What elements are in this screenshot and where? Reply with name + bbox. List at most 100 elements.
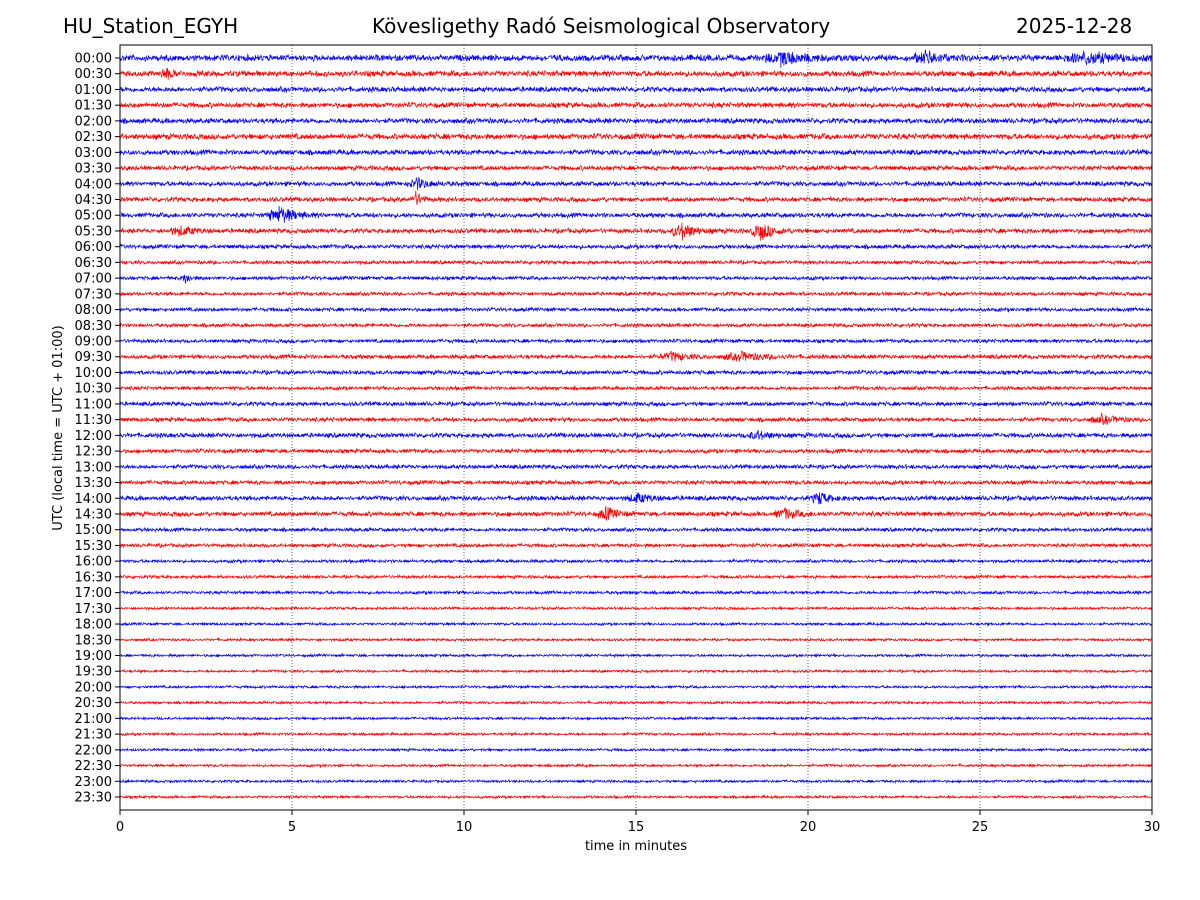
y-tick-label: 14:30 <box>75 507 112 522</box>
y-axis-label: UTC (local time = UTC + 01:00) <box>51 325 66 530</box>
trace-1430 <box>119 506 1153 521</box>
y-tick-label: 08:30 <box>75 319 112 334</box>
y-tick-label: 22:30 <box>75 759 112 774</box>
trace-1300 <box>119 463 1153 471</box>
y-tick-label: 05:00 <box>75 209 112 224</box>
y-tick-label: 11:30 <box>75 413 112 428</box>
trace-0530 <box>119 222 1153 241</box>
y-tick-label: 09:00 <box>75 335 112 350</box>
y-tick-label: 09:30 <box>75 350 112 365</box>
trace-0200 <box>119 116 1153 125</box>
trace-0800 <box>119 306 1153 313</box>
y-tick-label: 00:30 <box>75 67 112 82</box>
y-tick-label: 17:00 <box>75 586 112 601</box>
y-tick-label: 22:00 <box>75 743 112 758</box>
x-tick-label: 10 <box>456 820 473 835</box>
trace-0400 <box>119 176 1153 191</box>
trace-0630 <box>119 259 1153 266</box>
station-title: HU_Station_EGYH <box>63 14 239 38</box>
trace-0230 <box>119 132 1153 141</box>
trace-1930 <box>119 668 1153 674</box>
y-tick-label: 21:30 <box>75 728 112 743</box>
y-tick-label: 06:30 <box>75 256 112 271</box>
y-tick-label: 04:30 <box>75 193 112 208</box>
trace-1800 <box>119 621 1152 627</box>
y-tick-label: 19:00 <box>75 649 112 664</box>
y-tick-label: 18:00 <box>75 618 112 633</box>
y-tick-label: 15:00 <box>75 523 112 538</box>
trace-1030 <box>119 384 1153 392</box>
trace-2030 <box>119 699 1153 706</box>
trace-1630 <box>119 573 1153 580</box>
y-tick-label: 02:30 <box>75 130 112 145</box>
trace-1730 <box>119 605 1153 612</box>
y-tick-label: 00:00 <box>75 52 112 67</box>
trace-0900 <box>119 337 1153 345</box>
y-tick-label: 01:00 <box>75 83 112 98</box>
trace-2230 <box>119 762 1153 769</box>
x-tick-label: 5 <box>288 820 296 835</box>
y-tick-label: 16:30 <box>75 570 112 585</box>
y-tick-label: 07:30 <box>75 287 112 302</box>
y-tick-label: 17:30 <box>75 602 112 617</box>
x-tick-label: 25 <box>972 820 989 835</box>
trace-2130 <box>119 731 1153 737</box>
trace-1600 <box>119 558 1153 565</box>
y-tick-label: 07:00 <box>75 272 112 287</box>
y-tick-label: 10:00 <box>75 366 112 381</box>
y-tick-label: 23:30 <box>75 791 112 806</box>
trace-0830 <box>119 322 1153 329</box>
y-tick-label: 15:30 <box>75 539 112 554</box>
y-tick-label: 05:30 <box>75 224 112 239</box>
trace-0600 <box>119 243 1153 251</box>
trace-0730 <box>119 290 1153 298</box>
trace-1530 <box>119 542 1153 549</box>
trace-1830 <box>119 636 1153 643</box>
x-tick-label: 30 <box>1144 820 1161 835</box>
observatory-title: Kövesligethy Radó Seismological Observat… <box>372 14 831 38</box>
trace-2200 <box>119 747 1153 753</box>
trace-0100 <box>119 85 1153 94</box>
trace-0330 <box>119 164 1153 172</box>
y-tick-label: 02:00 <box>75 114 112 129</box>
trace-1500 <box>119 526 1153 534</box>
y-tick-label: 16:00 <box>75 555 112 570</box>
trace-1100 <box>119 400 1153 408</box>
trace-2300 <box>119 778 1153 784</box>
y-tick-label: 10:30 <box>75 382 112 397</box>
y-tick-label: 20:00 <box>75 680 112 695</box>
date-title: 2025-12-28 <box>1016 14 1133 38</box>
trace-1700 <box>119 589 1153 596</box>
y-tick-label: 12:30 <box>75 445 112 460</box>
y-tick-label: 23:00 <box>75 775 112 790</box>
x-tick-label: 20 <box>800 820 817 835</box>
trace-0930 <box>119 350 1153 362</box>
trace-0500 <box>119 205 1153 223</box>
trace-1900 <box>119 652 1153 659</box>
y-tick-label: 14:00 <box>75 492 112 507</box>
y-tick-label: 13:00 <box>75 460 112 475</box>
trace-1000 <box>119 369 1153 376</box>
trace-2100 <box>119 715 1153 722</box>
trace-0030 <box>119 67 1153 80</box>
y-tick-label: 06:00 <box>75 240 112 255</box>
trace-1230 <box>119 447 1153 455</box>
trace-0300 <box>119 148 1153 157</box>
x-axis-label: time in minutes <box>585 839 687 854</box>
y-tick-label: 13:30 <box>75 476 112 491</box>
trace-0000 <box>119 49 1153 68</box>
y-tick-label: 11:00 <box>75 397 112 412</box>
trace-1330 <box>119 478 1153 487</box>
trace-1130 <box>119 412 1153 426</box>
y-tick-label: 12:00 <box>75 429 112 444</box>
x-tick-label: 15 <box>628 820 645 835</box>
trace-0430 <box>119 190 1153 205</box>
y-tick-label: 21:00 <box>75 712 112 727</box>
y-tick-label: 03:30 <box>75 162 112 177</box>
y-tick-label: 20:30 <box>75 696 112 711</box>
trace-0130 <box>119 101 1153 110</box>
trace-1200 <box>119 429 1153 441</box>
y-tick-label: 19:30 <box>75 665 112 680</box>
x-tick-label: 0 <box>116 820 124 835</box>
